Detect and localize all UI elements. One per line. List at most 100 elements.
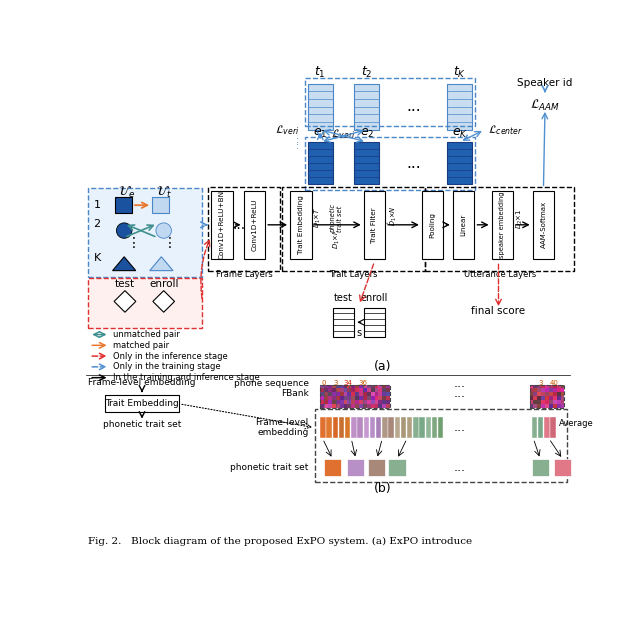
- Text: $\vdots$: $\vdots$: [125, 235, 135, 249]
- Text: 3: 3: [333, 380, 338, 386]
- FancyBboxPatch shape: [541, 404, 545, 408]
- FancyBboxPatch shape: [308, 84, 333, 130]
- Text: phonetic trait set: phonetic trait set: [103, 420, 181, 429]
- FancyBboxPatch shape: [533, 389, 537, 392]
- FancyBboxPatch shape: [407, 417, 412, 438]
- Text: :: :: [296, 141, 300, 151]
- FancyBboxPatch shape: [370, 417, 375, 438]
- FancyBboxPatch shape: [355, 84, 379, 130]
- FancyBboxPatch shape: [320, 389, 324, 392]
- FancyBboxPatch shape: [351, 404, 355, 408]
- FancyBboxPatch shape: [348, 400, 351, 404]
- FancyBboxPatch shape: [344, 396, 348, 400]
- FancyBboxPatch shape: [386, 384, 390, 389]
- FancyBboxPatch shape: [351, 384, 355, 389]
- FancyBboxPatch shape: [340, 396, 344, 400]
- FancyBboxPatch shape: [324, 392, 328, 396]
- FancyBboxPatch shape: [328, 384, 332, 389]
- FancyBboxPatch shape: [328, 389, 332, 392]
- FancyBboxPatch shape: [371, 392, 374, 396]
- Text: ...: ...: [232, 218, 245, 232]
- Text: Trait Filter: Trait Filter: [371, 207, 378, 243]
- FancyBboxPatch shape: [386, 392, 390, 396]
- FancyBboxPatch shape: [358, 417, 363, 438]
- FancyBboxPatch shape: [374, 389, 378, 392]
- FancyBboxPatch shape: [340, 392, 344, 396]
- FancyBboxPatch shape: [336, 392, 340, 396]
- FancyBboxPatch shape: [324, 400, 328, 404]
- Text: Frame-level embedding: Frame-level embedding: [88, 378, 196, 387]
- FancyBboxPatch shape: [344, 389, 348, 392]
- FancyBboxPatch shape: [324, 459, 341, 476]
- FancyBboxPatch shape: [374, 392, 378, 396]
- FancyBboxPatch shape: [308, 142, 333, 184]
- FancyBboxPatch shape: [541, 400, 545, 404]
- FancyBboxPatch shape: [367, 404, 371, 408]
- FancyBboxPatch shape: [529, 392, 533, 396]
- FancyBboxPatch shape: [371, 384, 374, 389]
- FancyBboxPatch shape: [386, 389, 390, 392]
- FancyBboxPatch shape: [339, 417, 344, 438]
- Text: 3: 3: [539, 380, 543, 386]
- FancyBboxPatch shape: [367, 389, 371, 392]
- Text: Frame-level
embedding: Frame-level embedding: [255, 418, 308, 438]
- Text: (a): (a): [374, 360, 391, 373]
- Text: Trait Embedding: Trait Embedding: [298, 196, 304, 254]
- FancyBboxPatch shape: [382, 400, 386, 404]
- FancyBboxPatch shape: [320, 400, 324, 404]
- FancyBboxPatch shape: [328, 392, 332, 396]
- FancyBboxPatch shape: [376, 417, 381, 438]
- Text: Only in the inference stage: Only in the inference stage: [113, 352, 227, 361]
- Text: $e_K$: $e_K$: [452, 128, 468, 141]
- FancyBboxPatch shape: [561, 389, 564, 392]
- FancyBboxPatch shape: [382, 392, 386, 396]
- FancyBboxPatch shape: [332, 400, 336, 404]
- FancyBboxPatch shape: [359, 392, 363, 396]
- Text: Frame Layers: Frame Layers: [216, 270, 272, 279]
- Text: Trait Layers: Trait Layers: [329, 270, 378, 279]
- FancyBboxPatch shape: [541, 392, 545, 396]
- Text: ...: ...: [454, 376, 466, 389]
- Text: $\vdots$: $\vdots$: [162, 235, 172, 249]
- Text: $\mathcal{L}_{veri}$: $\mathcal{L}_{veri}$: [332, 128, 356, 141]
- FancyBboxPatch shape: [557, 384, 561, 389]
- Text: enroll: enroll: [149, 279, 179, 288]
- FancyBboxPatch shape: [549, 392, 553, 396]
- Text: :: :: [296, 135, 300, 145]
- FancyBboxPatch shape: [364, 191, 385, 259]
- FancyBboxPatch shape: [561, 392, 564, 396]
- Text: unmatched pair: unmatched pair: [113, 330, 179, 339]
- FancyBboxPatch shape: [549, 400, 553, 404]
- FancyBboxPatch shape: [348, 384, 351, 389]
- Text: $D_1$$\times$$T$: $D_1$$\times$$T$: [313, 207, 323, 228]
- FancyBboxPatch shape: [332, 389, 336, 392]
- Text: K: K: [93, 253, 100, 262]
- FancyBboxPatch shape: [545, 396, 549, 400]
- FancyBboxPatch shape: [532, 191, 554, 259]
- FancyBboxPatch shape: [355, 396, 359, 400]
- Text: test: test: [334, 293, 353, 303]
- FancyBboxPatch shape: [320, 417, 326, 438]
- Text: ...: ...: [406, 156, 420, 171]
- Text: Utterance Layers: Utterance Layers: [463, 270, 536, 279]
- FancyBboxPatch shape: [537, 396, 541, 400]
- FancyBboxPatch shape: [324, 384, 328, 389]
- FancyBboxPatch shape: [447, 84, 472, 130]
- FancyBboxPatch shape: [364, 308, 385, 337]
- FancyBboxPatch shape: [529, 384, 533, 389]
- FancyBboxPatch shape: [529, 400, 533, 404]
- FancyBboxPatch shape: [359, 384, 363, 389]
- FancyBboxPatch shape: [382, 384, 386, 389]
- FancyBboxPatch shape: [371, 389, 374, 392]
- FancyBboxPatch shape: [371, 396, 374, 400]
- FancyBboxPatch shape: [388, 459, 406, 476]
- FancyBboxPatch shape: [537, 389, 541, 392]
- FancyBboxPatch shape: [351, 392, 355, 396]
- Text: $D_1$$\times$$I$: $D_1$$\times$$I$: [332, 231, 342, 249]
- FancyBboxPatch shape: [336, 404, 340, 408]
- FancyBboxPatch shape: [553, 400, 557, 404]
- FancyBboxPatch shape: [532, 417, 537, 438]
- FancyBboxPatch shape: [320, 396, 324, 400]
- FancyBboxPatch shape: [363, 400, 367, 404]
- FancyBboxPatch shape: [382, 396, 386, 400]
